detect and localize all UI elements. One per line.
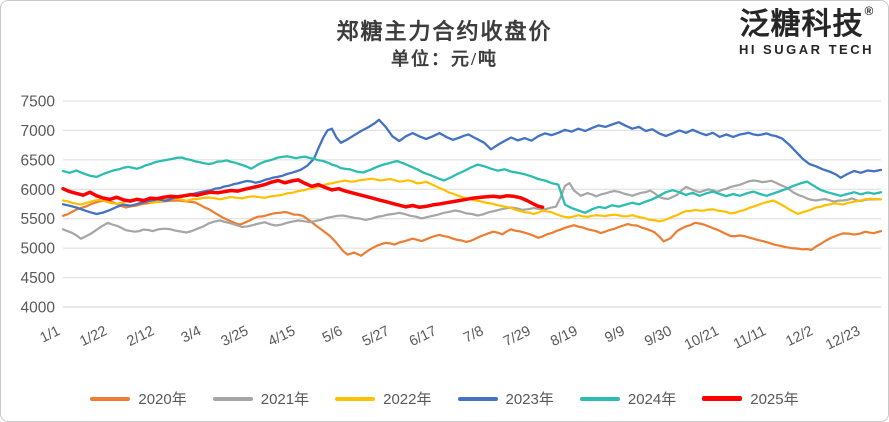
x-tick-label: 3/4: [179, 323, 204, 346]
x-tick-label: 6/17: [407, 323, 439, 350]
legend-swatch-line: [90, 396, 131, 401]
legend-swatch-line: [579, 396, 620, 401]
legend-swatch-line: [212, 396, 253, 401]
y-tick-label: 6500: [21, 152, 56, 169]
legend-item-2023年[interactable]: 2023年: [457, 388, 554, 409]
x-tick-label: 3/25: [219, 323, 251, 350]
brand-text: 泛糖科技: [739, 8, 864, 41]
x-tick-label: 8/19: [548, 323, 580, 350]
registered-mark: ®: [864, 4, 875, 18]
series-line-2022年: [61, 177, 883, 223]
legend-label: 2025年: [750, 391, 799, 408]
legend-item-2025年[interactable]: 2025年: [702, 388, 799, 409]
series-line-2020年: [61, 199, 883, 257]
y-tick-label: 5500: [21, 211, 56, 228]
legend-label: 2023年: [505, 391, 554, 408]
x-tick-label: 10/21: [682, 323, 722, 353]
legend-item-2020年[interactable]: 2020年: [90, 388, 187, 409]
x-tick-label: 7/8: [461, 323, 486, 346]
brand-logo: 泛糖科技® HI SUGAR TECH: [738, 5, 874, 57]
legend-swatch-line: [335, 396, 376, 401]
series-line-2025年: [61, 178, 545, 209]
legend-item-2024年[interactable]: 2024年: [579, 388, 677, 409]
x-tick-label: 5/6: [320, 323, 345, 346]
x-tick-label: 9/30: [642, 323, 674, 350]
y-tick-label: 5000: [21, 241, 56, 258]
x-tick-label: 4/15: [266, 323, 298, 350]
x-tick-label: 7/29: [501, 323, 533, 350]
x-tick-label: 11/11: [731, 323, 769, 352]
chart-legend: 2020年 2021年 2022年 2023年 2024年 2025年: [1, 388, 888, 409]
x-tick-label: 1/22: [77, 323, 109, 350]
y-tick-label: 4000: [21, 300, 56, 317]
x-tick-label: 2/12: [124, 323, 156, 350]
legend-swatch-line: [457, 396, 498, 401]
legend-item-2022年[interactable]: 2022年: [335, 388, 432, 409]
brand-tagline: HI SUGAR TECH: [738, 41, 874, 57]
x-tick-label: 12/2: [783, 323, 815, 350]
brand-name: 泛糖科技®: [739, 5, 874, 41]
x-tick-label: 5/27: [360, 323, 392, 350]
x-tick-label: 9/9: [602, 323, 627, 346]
y-tick-label: 7500: [21, 94, 56, 111]
y-tick-label: 7000: [21, 123, 56, 140]
y-tick-label: 6000: [21, 182, 56, 199]
legend-label: 2022年: [383, 391, 432, 408]
series-line-2021年: [61, 179, 883, 240]
x-tick-label: 1/1: [38, 323, 63, 346]
legend-label: 2024年: [627, 391, 677, 408]
series-line-2024年: [61, 155, 883, 214]
chart-grid: [63, 100, 881, 308]
legend-label: 2020年: [138, 391, 187, 408]
legend-item-2021年[interactable]: 2021年: [212, 388, 310, 409]
chart-unit-label: 单位：元/吨: [390, 49, 498, 69]
legend-swatch-line: [702, 396, 743, 401]
legend-label: 2021年: [260, 391, 310, 408]
y-tick-label: 4500: [21, 270, 56, 287]
x-axis-labels: 1/1 1/22 2/12 3/4 3/25 4/15 5/6 5/27 6/17 7/8 7/29…: [38, 323, 863, 353]
chart-title: 郑糖主力合约收盘价: [336, 19, 553, 44]
x-tick-label: 12/23: [823, 323, 863, 353]
y-axis-labels: 7500 7000 6500 6000 5500 5000 4500 4000: [21, 94, 56, 317]
